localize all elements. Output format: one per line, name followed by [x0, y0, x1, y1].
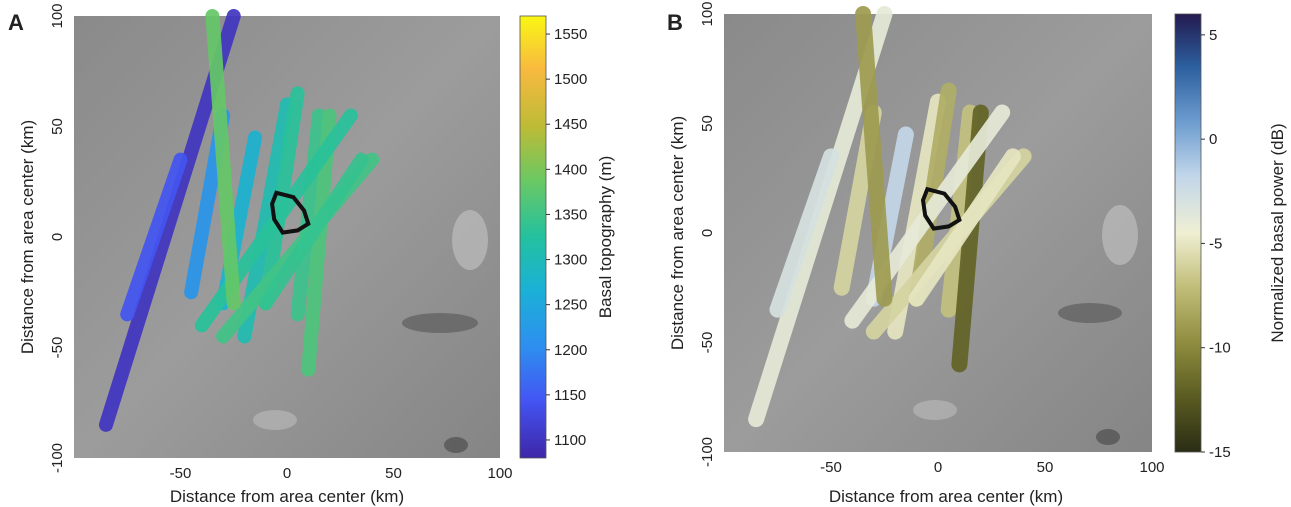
panel-a-colorbar-ticks: 1100 1150 1200 1250 1300 1350 1400 1450 1500 1550	[546, 26, 587, 449]
panel-a-xlabel: Distance from area center (km)	[170, 487, 404, 506]
colorbar-tick-label: 1400	[554, 161, 587, 178]
panel-b-colorbar-label: Normalized basal power (dB)	[1268, 123, 1287, 342]
x-tick-label: 100	[487, 465, 512, 482]
panel-b-background-image	[724, 14, 1152, 452]
x-tick-label: -50	[820, 459, 842, 476]
colorbar-tick-label: 1150	[554, 387, 586, 404]
y-tick-label: -50	[49, 337, 66, 359]
panel-b-colorbar	[1174, 13, 1202, 453]
track-11	[855, 6, 893, 307]
panel-b-outline	[920, 186, 962, 231]
x-tick-label: 50	[385, 465, 402, 482]
colorbar-tick-label: -15	[1209, 444, 1231, 461]
panel-a-tracks	[98, 9, 380, 432]
panel-b-tracks	[748, 6, 1032, 428]
colorbar-tick-label: 1450	[554, 116, 587, 133]
colorbar-tick-label: 1550	[554, 26, 587, 43]
colorbar-tick-label: 1300	[554, 252, 587, 269]
panel-b-terrain-features	[913, 205, 1138, 445]
y-tick-label: -100	[49, 443, 66, 473]
panel-a-background-image	[74, 16, 500, 458]
colorbar-tick-label: 1500	[554, 71, 587, 88]
y-tick-label: 0	[49, 233, 66, 241]
panel-a-terrain-features	[253, 210, 488, 453]
track-6	[258, 86, 305, 311]
panel-a-colorbar-label: Basal topography (m)	[596, 156, 615, 319]
panel-b-colorbar-ticks: -15 -10 -5 0 5	[1201, 27, 1231, 461]
colorbar-tick-label: -10	[1209, 340, 1231, 357]
x-tick-label: 0	[934, 459, 942, 476]
track-7	[940, 104, 979, 318]
y-tick-label: -100	[699, 437, 716, 467]
panel-a: A -50 0 50 100 -100 -50 0 50 100 Distance from a…	[8, 3, 615, 506]
track-11	[205, 9, 241, 311]
x-tick-label: 100	[1139, 459, 1164, 476]
track-2	[769, 148, 839, 318]
x-tick-label: 0	[283, 465, 291, 482]
colorbar-tick-label: 5	[1209, 27, 1217, 44]
x-tick-label: -50	[170, 465, 192, 482]
colorbar-tick-label: 1350	[554, 206, 587, 223]
panel-a-outline	[270, 190, 311, 235]
panel-b-letter: B	[667, 10, 683, 35]
track-7	[290, 108, 326, 322]
colorbar-tick-label: 1200	[554, 342, 587, 359]
panel-a-ylabel: Distance from area center (km)	[18, 120, 37, 354]
colorbar-tick-label: 0	[1209, 131, 1217, 148]
panel-b-ylabel: Distance from area center (km)	[668, 116, 687, 350]
panel-b-axes: -50 0 50 100 -100 -50 0 50 100	[699, 1, 1165, 476]
panel-a-colorbar	[519, 15, 547, 459]
x-tick-label: 50	[1037, 459, 1054, 476]
track-12	[258, 152, 369, 311]
y-tick-label: 50	[49, 118, 66, 135]
panel-a-letter: A	[8, 10, 24, 35]
colorbar-tick-label: 1250	[554, 297, 587, 314]
panel-b-xlabel: Distance from area center (km)	[829, 487, 1063, 506]
y-tick-label: 100	[699, 1, 716, 26]
y-tick-label: -50	[699, 332, 716, 354]
y-tick-label: 50	[699, 115, 716, 132]
colorbar-tick-label: 1100	[554, 432, 586, 449]
y-tick-label: 100	[49, 3, 66, 28]
track-2	[120, 152, 188, 322]
colorbar-tick-label: -5	[1209, 235, 1222, 252]
track-12	[908, 148, 1021, 307]
y-tick-label: 0	[699, 229, 716, 237]
panel-a-axes: -50 0 50 100 -100 -50 0 50 100	[49, 3, 513, 482]
